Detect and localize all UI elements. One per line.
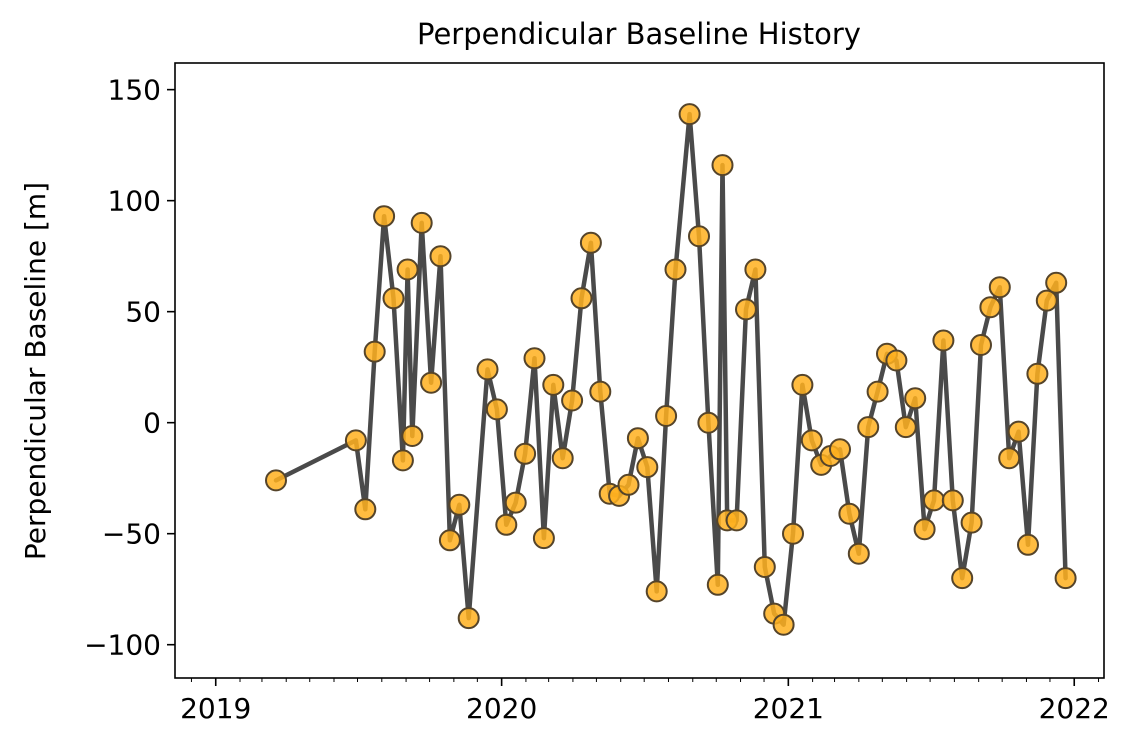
data-point: [923, 489, 945, 512]
data-point: [753, 556, 776, 578]
data-point: [523, 347, 546, 370]
data-point: [735, 298, 757, 321]
data-point: [655, 405, 678, 427]
data-point: [998, 447, 1021, 470]
data-point: [782, 522, 804, 545]
data-point: [932, 329, 955, 352]
data-point: [941, 489, 964, 512]
data-point: [664, 258, 687, 281]
data-point: [678, 103, 701, 126]
data-point: [495, 513, 518, 536]
data-point: [951, 567, 974, 590]
data-point: [688, 225, 710, 248]
data-point: [988, 276, 1011, 299]
data-point: [960, 511, 983, 534]
data-point: [970, 334, 992, 356]
data-point: [438, 529, 461, 552]
data-point: [1026, 362, 1049, 385]
data-point: [744, 258, 767, 281]
data-point: [382, 287, 405, 310]
x-tick-label: 2022: [1039, 692, 1110, 725]
data-point: [410, 211, 433, 234]
data-point: [542, 373, 565, 396]
data-point: [894, 416, 917, 439]
data-point: [391, 449, 414, 472]
series-points-group: [265, 103, 1077, 636]
data-point: [373, 205, 396, 228]
data-point: [838, 502, 861, 525]
y-tick-label: −50: [102, 518, 161, 551]
data-point: [570, 287, 593, 310]
y-tick-label: 100: [108, 185, 161, 218]
data-point: [354, 498, 377, 521]
y-axis-label: Perpendicular Baseline [m]: [19, 182, 52, 560]
data-point: [589, 380, 612, 403]
plot-frame: [174, 62, 1105, 679]
data-point: [532, 527, 555, 550]
data-point: [885, 349, 908, 372]
data-point: [857, 416, 880, 439]
data-point: [636, 456, 659, 479]
data-point: [617, 473, 640, 496]
data-point: [1007, 420, 1030, 443]
data-point: [457, 607, 480, 630]
series-line-group: [273, 111, 1068, 627]
data-point: [791, 373, 814, 396]
chart-title: Perpendicular Baseline History: [417, 17, 861, 51]
x-tick-label: 2020: [466, 692, 537, 725]
data-point: [866, 380, 889, 403]
data-point: [1035, 289, 1058, 312]
x-tick-label: 2019: [180, 692, 251, 725]
data-point: [913, 518, 936, 541]
data-point: [448, 493, 471, 516]
data-point: [344, 429, 367, 452]
data-point: [551, 447, 574, 470]
data-point: [725, 509, 748, 532]
data-point: [514, 442, 537, 465]
data-point: [476, 358, 499, 381]
series-line: [273, 111, 1068, 627]
y-tick-label: 150: [108, 74, 161, 107]
data-point: [420, 371, 443, 394]
data-point: [626, 427, 649, 450]
data-point: [772, 613, 795, 636]
y-tick-label: −100: [84, 629, 161, 662]
x-tick-label: 2021: [753, 692, 824, 725]
data-point: [1017, 533, 1039, 556]
data-point: [396, 258, 419, 281]
data-point: [485, 398, 508, 421]
data-point: [363, 340, 386, 363]
data-point: [579, 231, 602, 254]
data-point: [401, 425, 424, 447]
data-point: [561, 389, 584, 412]
axis-ticks: −100 −50 0 50 100 150 2019 2020 2021 2022: [84, 74, 1110, 725]
data-point: [697, 411, 720, 434]
data-point: [904, 387, 927, 410]
data-point: [800, 429, 823, 452]
data-point: [1054, 567, 1077, 590]
data-point: [706, 573, 729, 596]
data-point: [847, 542, 870, 565]
y-tick-label: 50: [125, 296, 161, 329]
y-tick-label: 0: [143, 407, 161, 440]
data-point: [711, 154, 734, 177]
data-point: [1045, 271, 1068, 294]
data-point: [265, 469, 287, 492]
data-point: [429, 245, 452, 268]
data-point: [829, 438, 851, 461]
data-point: [645, 580, 668, 603]
data-point: [979, 296, 1002, 319]
data-point: [504, 491, 527, 514]
